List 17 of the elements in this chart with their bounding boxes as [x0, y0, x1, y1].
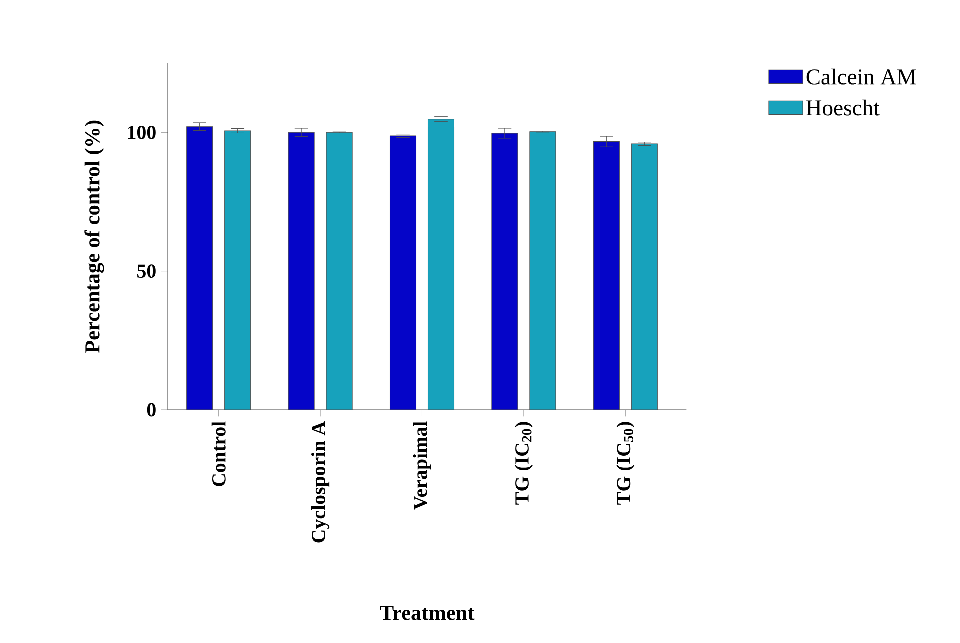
bar — [492, 133, 518, 410]
bar — [288, 132, 315, 410]
x-tick-label: Verapimal — [413, 422, 432, 510]
x-tick-label: TG (IC$_{20}$) — [514, 422, 533, 505]
bar — [186, 126, 214, 410]
legend-label: Hoescht — [806, 100, 880, 116]
x-tick-label: Control — [212, 422, 226, 486]
x-axis-title: Treatment — [380, 606, 475, 620]
y-tick-label: 50 — [138, 264, 156, 278]
y-tick-label: 0 — [147, 403, 156, 417]
x-tick-label: TG (IC$_{50}$) — [616, 422, 635, 505]
bar — [390, 136, 417, 410]
x-tick-label: Cyclosporin A — [312, 422, 330, 543]
y-axis-title: Percentage of control (%) — [84, 120, 104, 354]
bar — [593, 142, 620, 410]
y-tick-label: 100 — [128, 126, 156, 140]
legend-label: Calcein AM — [806, 68, 916, 85]
